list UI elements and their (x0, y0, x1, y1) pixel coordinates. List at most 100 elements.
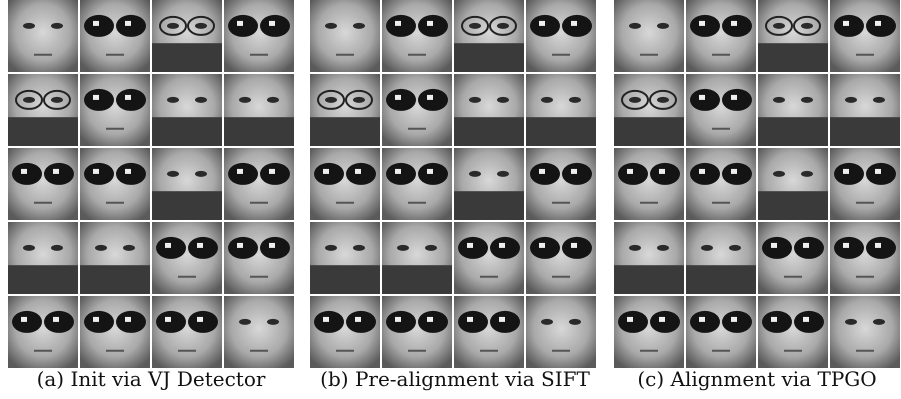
image-bg (8, 0, 78, 72)
face-image (152, 296, 222, 368)
scarf (382, 265, 452, 294)
glint (499, 317, 505, 322)
face-image (830, 74, 900, 146)
image-bg (686, 296, 756, 368)
image-bg (830, 222, 900, 294)
glint (571, 243, 577, 248)
caption: (c) Alignment via TPGO (637, 367, 876, 391)
glint (165, 243, 171, 248)
face-image (686, 74, 756, 146)
face-image (758, 296, 828, 368)
eye (195, 171, 207, 177)
eye (657, 245, 669, 251)
eye (629, 23, 641, 29)
face-image (526, 0, 596, 72)
glint (93, 317, 99, 322)
image-bg (224, 222, 294, 294)
eye (51, 245, 63, 251)
image-bg (8, 148, 78, 220)
face-image (310, 148, 380, 220)
caption: (a) Init via VJ Detector (37, 367, 266, 391)
face-image (8, 222, 78, 294)
image-bg (526, 148, 596, 220)
eye (167, 97, 179, 103)
eye (23, 245, 35, 251)
caption: (b) Pre-alignment via SIFT (320, 367, 590, 391)
eye (497, 23, 509, 29)
glint (731, 95, 737, 100)
face-image (224, 222, 294, 294)
face-image (830, 222, 900, 294)
glint (53, 169, 59, 174)
eye (51, 23, 63, 29)
face-image (80, 74, 150, 146)
eye (873, 97, 885, 103)
scarf (152, 191, 222, 220)
eye (23, 23, 35, 29)
glint (93, 95, 99, 100)
glint (659, 169, 665, 174)
image-bg (152, 222, 222, 294)
face-image (614, 148, 684, 220)
glint (843, 21, 849, 26)
glint (571, 21, 577, 26)
face-image (224, 296, 294, 368)
scarf (758, 43, 828, 72)
face-image (614, 0, 684, 72)
face-image (80, 222, 150, 294)
face-image (382, 0, 452, 72)
eye (729, 245, 741, 251)
face-image (224, 74, 294, 146)
glint (125, 169, 131, 174)
eye (657, 23, 669, 29)
face-image (686, 148, 756, 220)
glint (627, 317, 633, 322)
eye (569, 97, 581, 103)
image-bg (310, 148, 380, 220)
glint (731, 169, 737, 174)
eye (541, 97, 553, 103)
scarf (310, 117, 380, 146)
image-bg (758, 222, 828, 294)
glint (323, 317, 329, 322)
glint (843, 243, 849, 248)
image-bg (310, 296, 380, 368)
glint (269, 169, 275, 174)
face-image (224, 148, 294, 220)
eye (629, 245, 641, 251)
eye (353, 23, 365, 29)
glint (355, 169, 361, 174)
image-bg (614, 0, 684, 72)
face-image (454, 74, 524, 146)
eye (195, 97, 207, 103)
eye (325, 97, 337, 103)
glint (467, 317, 473, 322)
scarf (614, 265, 684, 294)
image-bg (758, 296, 828, 368)
scarf (526, 117, 596, 146)
eye (239, 319, 251, 325)
eye (239, 97, 251, 103)
glint (323, 169, 329, 174)
image-bg (830, 148, 900, 220)
glint (53, 317, 59, 322)
image-bg (310, 0, 380, 72)
face-image (382, 148, 452, 220)
figure: (a) Init via VJ Detector (b) Pre-alignme… (0, 0, 901, 399)
eye (469, 23, 481, 29)
scarf (614, 117, 684, 146)
glint (237, 21, 243, 26)
glint (875, 21, 881, 26)
face-image (830, 148, 900, 220)
glint (93, 21, 99, 26)
eye (773, 97, 785, 103)
face-image (758, 0, 828, 72)
glint (803, 317, 809, 322)
glint (197, 243, 203, 248)
face-image (8, 296, 78, 368)
face-image (614, 222, 684, 294)
face-image (8, 148, 78, 220)
glint (771, 317, 777, 322)
image-bg (686, 0, 756, 72)
face-image (454, 296, 524, 368)
